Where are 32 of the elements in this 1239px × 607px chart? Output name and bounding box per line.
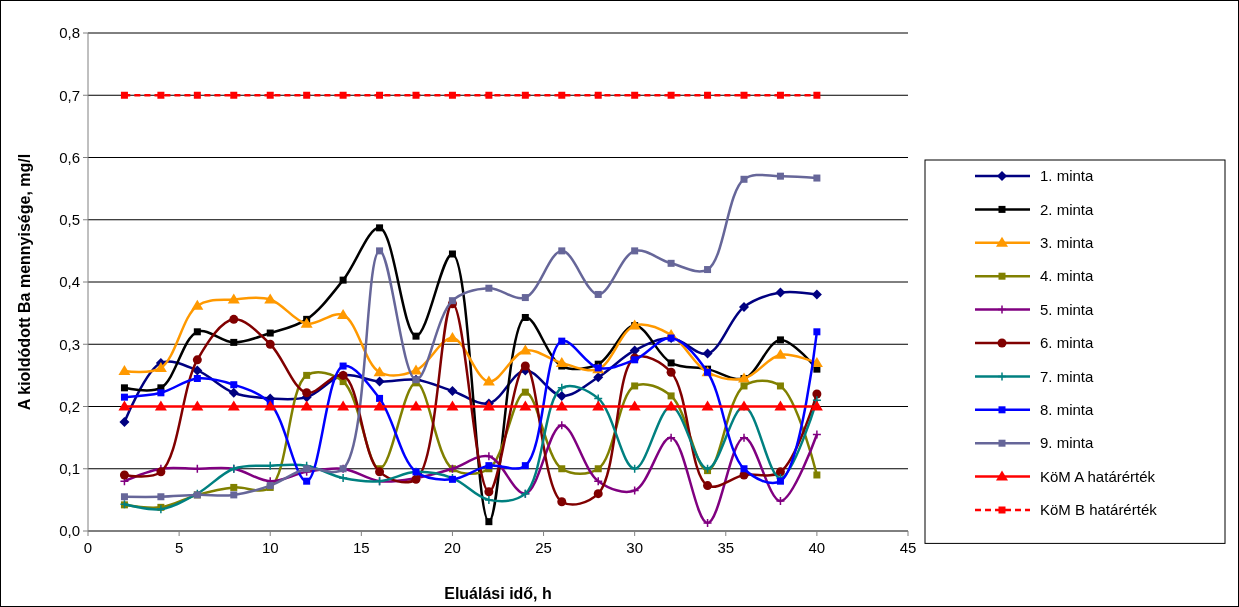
y-tick-label: 0,1 <box>59 460 80 477</box>
legend-label: 6. minta <box>1040 334 1095 352</box>
legend-label: 4. minta <box>1040 267 1095 285</box>
x-tick-label: 5 <box>174 539 184 556</box>
legend-label: 7. minta <box>1040 367 1095 385</box>
legend-label: 9. minta <box>1040 434 1095 452</box>
x-tick-label: 45 <box>899 539 917 556</box>
y-tick-label: 0,3 <box>59 335 80 353</box>
legend-label: 2. minta <box>1040 200 1095 218</box>
legend-label: 8. minta <box>1040 401 1095 419</box>
y-tick-label: 0,2 <box>59 397 80 415</box>
x-tick-label: 10 <box>261 539 279 556</box>
legend-label: 3. minta <box>1040 234 1095 252</box>
x-tick-label: 25 <box>535 539 552 556</box>
x-tick-label: 35 <box>717 539 735 556</box>
y-axis-title: A kioldódott Ba mennyisége, mg/l <box>16 153 33 411</box>
y-tick-label: 0,5 <box>59 211 80 228</box>
y-tick-label: 0,6 <box>59 148 80 166</box>
legend-label: 1. minta <box>1040 167 1095 185</box>
y-tick-label: 0,4 <box>59 273 80 291</box>
y-tick-label: 0,8 <box>59 24 80 42</box>
x-tick-label: 0 <box>83 539 93 556</box>
legend-label: KöM B határérték <box>1040 501 1158 519</box>
y-tick-label: 0,0 <box>59 522 80 540</box>
x-tick-label: 15 <box>352 539 370 556</box>
x-tick-label: 20 <box>444 539 461 556</box>
x-tick-label: 30 <box>626 539 644 556</box>
x-tick-label: 40 <box>808 539 826 556</box>
legend-label: KöM A határérték <box>1040 467 1156 485</box>
x-axis-title: Eluálási idő, h <box>444 585 552 602</box>
legend-label: 5. minta <box>1040 300 1095 318</box>
y-tick-label: 0,7 <box>59 86 80 104</box>
